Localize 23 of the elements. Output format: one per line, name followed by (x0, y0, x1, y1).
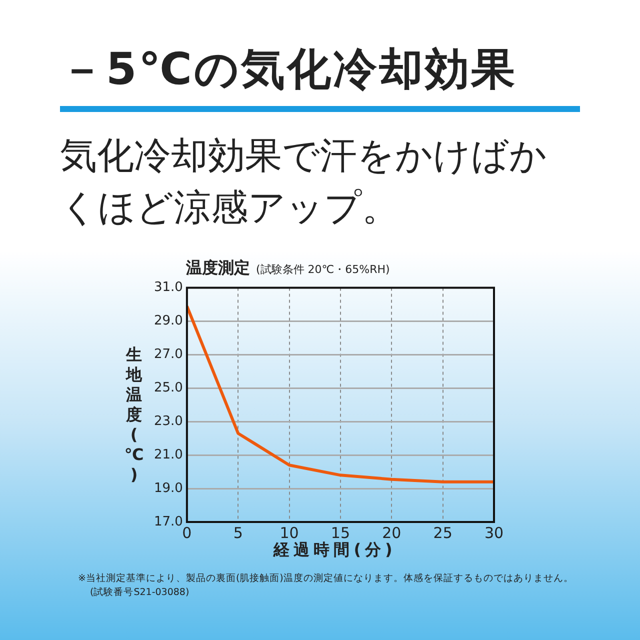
x-tick-label: 0 (182, 524, 192, 542)
y-tick-label: 19.0 (154, 480, 183, 496)
y-tick-label: 29.0 (154, 314, 183, 329)
text: －5℃の気化冷却効果 (60, 43, 517, 97)
x-tick-label: 25 (433, 524, 452, 542)
x-tick-label: 20 (382, 524, 402, 542)
x-axis-title: 経過時間(分) (272, 540, 398, 561)
chart-title: 温度測定 (186, 258, 250, 277)
y-tick-label: 21.0 (154, 447, 183, 462)
y-tick-label: 31.0 (154, 280, 183, 296)
chart-subtitle: (試験条件 20℃・65%RH) (256, 263, 390, 276)
y-tick-label: 27.0 (154, 347, 183, 362)
text: 気化冷却効果で汗をかけばかくほど涼感アップ。 (60, 133, 548, 231)
y-tick-label: 23.0 (154, 414, 183, 430)
x-tick-label: 5 (233, 524, 243, 542)
x-tick-label: 30 (484, 524, 504, 542)
x-tick-label: 10 (280, 524, 299, 542)
y-axis-title: 生地温度(℃) (124, 345, 144, 485)
y-tick-label: 25.0 (154, 380, 183, 396)
text: (試験番号S21-03088) (90, 586, 190, 599)
y-tick-label: 17.0 (154, 514, 183, 530)
x-tick-label: 15 (330, 524, 350, 542)
text: ※当社測定基準により、製品の裏面(肌接触面)温度の測定値になります。体感を保証するものではありません。 (78, 572, 574, 585)
